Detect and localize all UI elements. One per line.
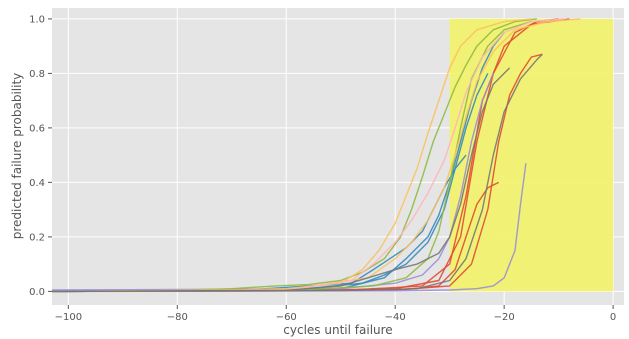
y-tick-label: 0.2	[29, 232, 45, 243]
x-axis-ticks: −100 −80 −60 −40 −20 0	[55, 305, 616, 323]
series-line-13	[51, 18, 581, 293]
y-tick-label: 0.8	[29, 69, 45, 80]
series-lines	[51, 18, 581, 293]
series-line-11	[51, 20, 532, 293]
y-tick-label: 0.4	[29, 178, 45, 189]
series-line-10	[51, 18, 537, 293]
y-tick-label: 0.0	[29, 287, 45, 298]
x-tick-label: −40	[385, 312, 406, 323]
series-line-16	[51, 53, 543, 293]
series-line-2	[51, 18, 570, 293]
y-tick-label: 1.0	[29, 14, 45, 25]
y-axis-label: predicted failure probability	[10, 73, 24, 239]
x-tick-label: −100	[55, 312, 82, 323]
series-line-9	[51, 163, 527, 293]
series-line-15	[51, 67, 511, 293]
x-tick-label: −60	[276, 312, 297, 323]
x-tick-label: 0	[610, 312, 616, 323]
x-tick-label: −20	[494, 312, 515, 323]
y-axis-ticks: 0.0 0.2 0.4 0.6 0.8 1.0	[29, 14, 52, 298]
x-axis-label: cycles until failure	[283, 323, 392, 337]
series-line-14	[51, 18, 565, 293]
x-tick-label: −80	[167, 312, 188, 323]
y-tick-label: 0.6	[29, 123, 45, 134]
